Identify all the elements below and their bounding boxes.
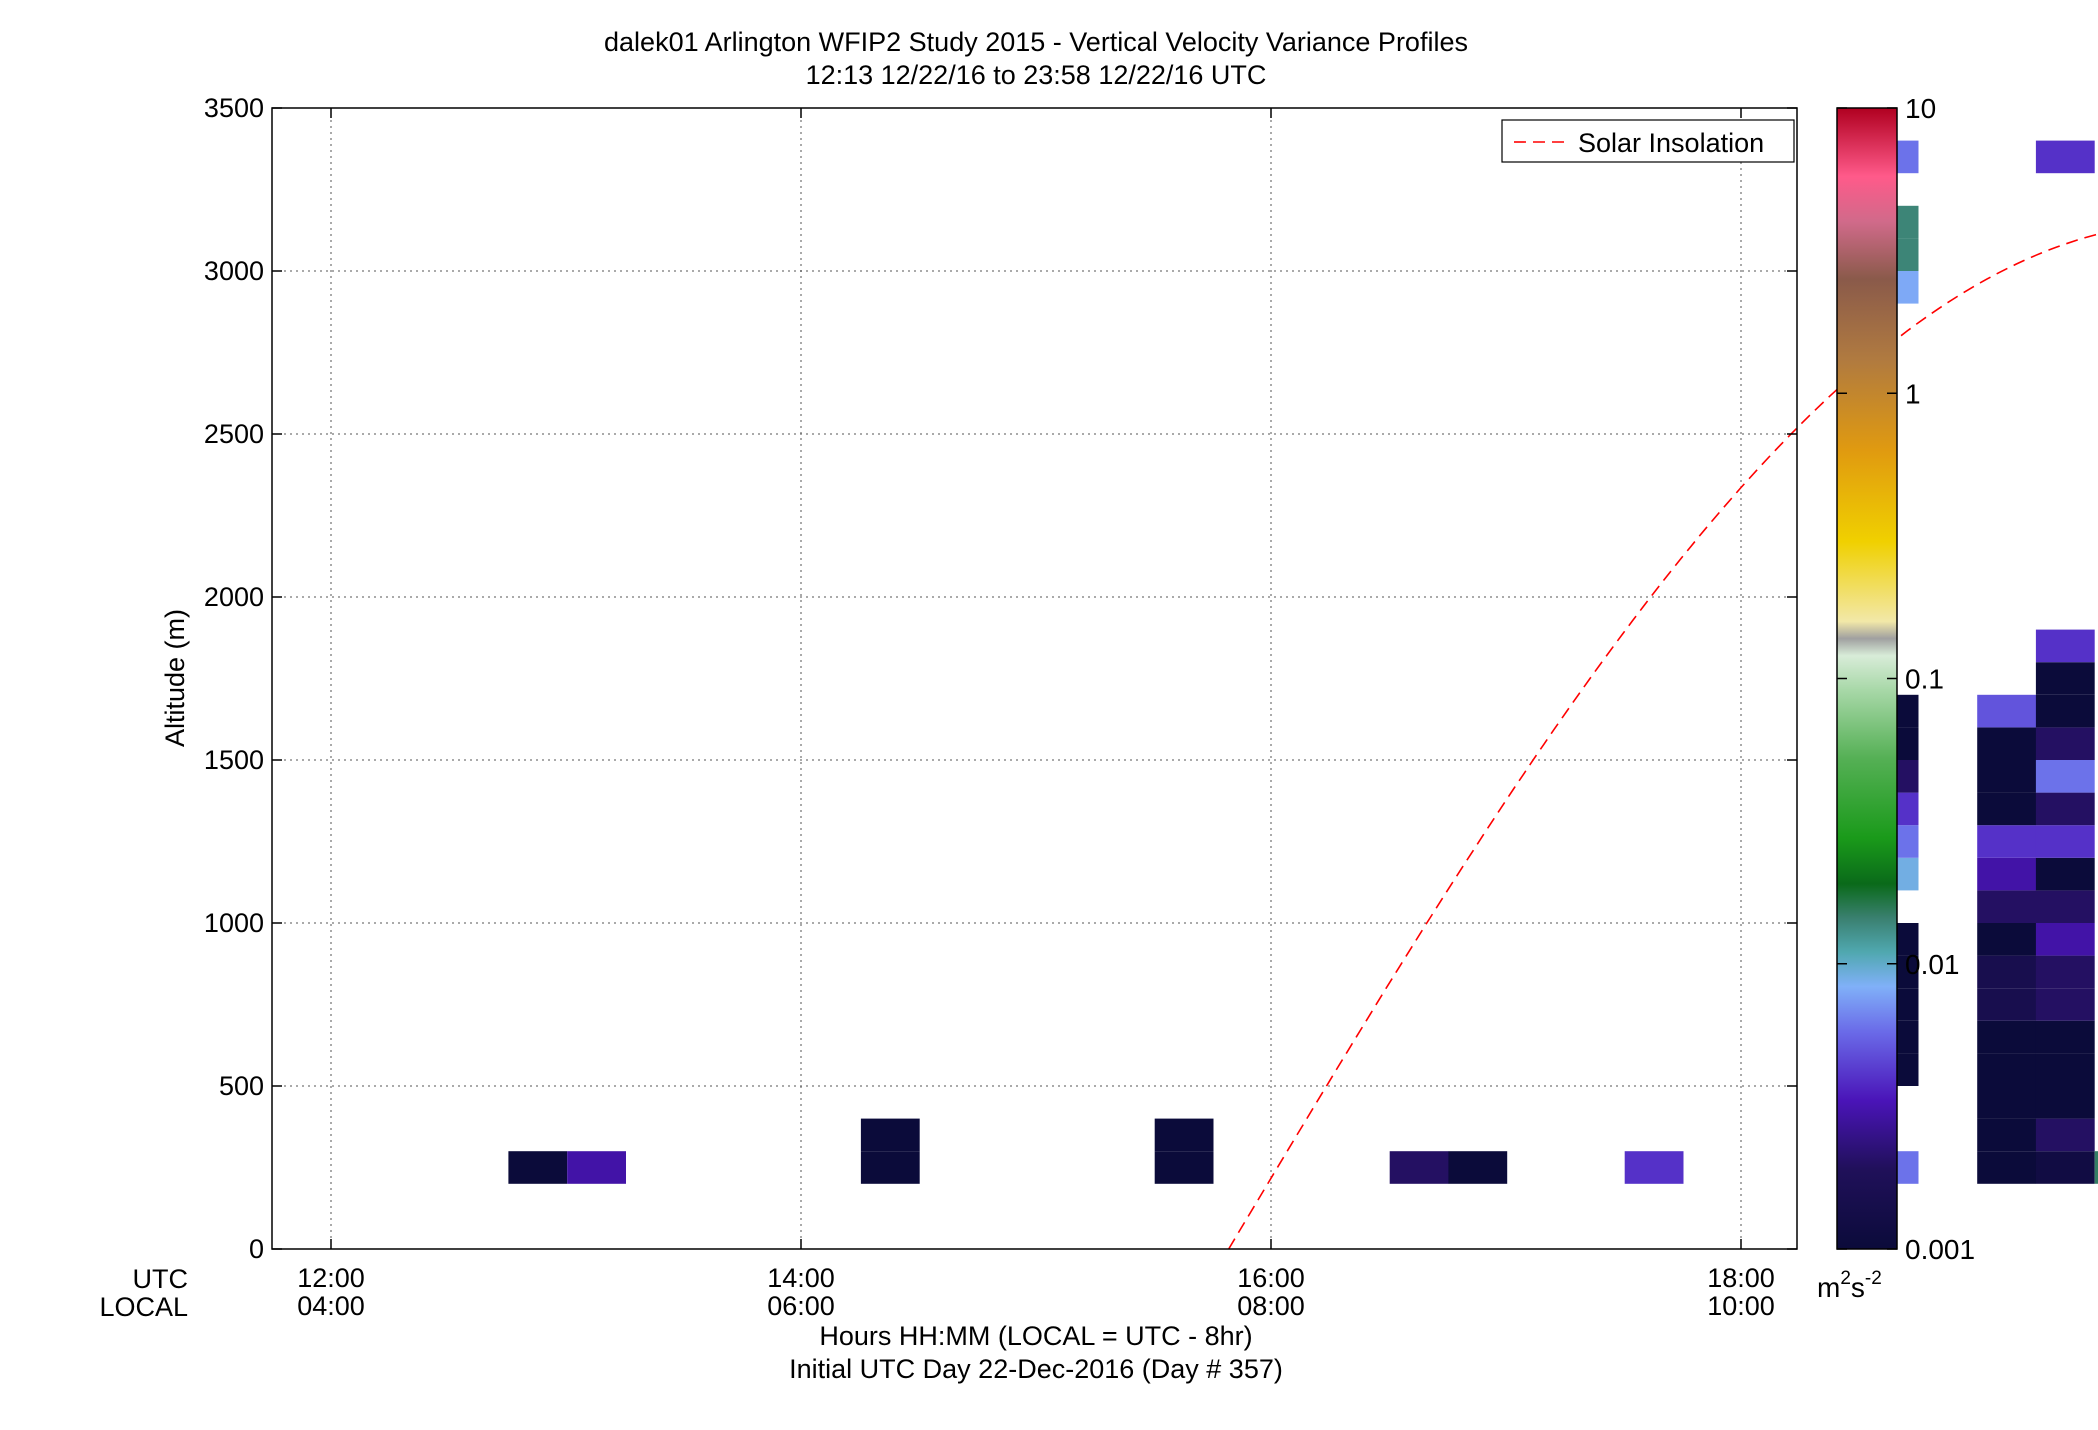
x-tick-label-local: 06:00	[767, 1291, 835, 1321]
heatmap-cell	[1977, 760, 2036, 793]
x-row-label-local: LOCAL	[99, 1292, 188, 1322]
y-tick-label: 3000	[204, 256, 264, 286]
colorbar-tick-label: 0.1	[1905, 664, 1944, 695]
chart-subtitle: 12:13 12/22/16 to 23:58 12/22/16 UTC	[806, 60, 1267, 90]
heatmap-cell	[1977, 792, 2036, 826]
heatmap-cell	[2035, 1053, 2095, 1086]
heatmap-cell	[1977, 857, 2036, 891]
heatmap-cell	[2035, 955, 2095, 989]
solar-insolation-line	[1228, 233, 2098, 1250]
heatmap-cell	[1977, 923, 2036, 956]
heatmap-cell	[860, 1118, 920, 1152]
colorbar-tick-label: 10	[1905, 93, 1936, 124]
colorbar: 0.001 0.01 0.1 1 10 m2s-2	[1817, 93, 1975, 1303]
y-tick-label: 0	[249, 1234, 264, 1264]
heatmap-cell	[508, 1151, 568, 1184]
x-tick-label-utc: 16:00	[1237, 1263, 1305, 1293]
heatmap-cell	[2035, 662, 2095, 695]
colorbar-unit-exp1: 2	[1840, 1268, 1851, 1289]
heatmap-cell	[2035, 792, 2095, 826]
colorbar-tick-label: 0.01	[1905, 949, 1960, 980]
heatmap-cell	[1154, 1151, 1214, 1184]
heatmap-cell	[1977, 890, 2036, 923]
heatmap-cell	[1977, 1020, 2036, 1054]
heatmap-cell	[1448, 1151, 1508, 1184]
x-tick-label-utc: 12:00	[297, 1263, 365, 1293]
heatmap-cell	[2035, 1151, 2095, 1184]
legend-box: Solar Insolation	[1501, 119, 1795, 163]
heatmap-cell	[2035, 760, 2095, 793]
colorbar-unit-s: s	[1851, 1272, 1865, 1303]
heatmap-cell	[1977, 825, 2036, 858]
heatmap-cell	[1977, 1151, 2036, 1184]
y-tick-label: 2500	[204, 419, 264, 449]
heatmap-cell	[860, 1151, 920, 1184]
heatmap-cell	[1154, 1118, 1214, 1152]
heatmap-cell	[1977, 1086, 2036, 1119]
x-tick-label-local: 04:00	[297, 1291, 365, 1321]
heatmap-cell	[2035, 694, 2095, 728]
heatmap-cell	[1977, 727, 2036, 760]
x-axis-sublabel: Initial UTC Day 22-Dec-2016 (Day # 357)	[789, 1354, 1283, 1384]
heatmap-cell	[2035, 890, 2095, 923]
colorbar-ticks: 0.001 0.01 0.1 1 10	[1837, 93, 1975, 1265]
x-tick-label-utc: 14:00	[767, 1263, 835, 1293]
heatmap-cell	[1389, 1151, 1449, 1184]
x-row-label-utc: UTC	[133, 1264, 189, 1294]
y-axis-label: Altitude (m)	[160, 609, 190, 747]
heatmap-cell	[2035, 857, 2095, 891]
heatmap-cell	[1977, 1053, 2036, 1086]
y-tick-label: 1500	[204, 745, 264, 775]
legend-frame	[1501, 119, 1795, 163]
heatmap-cell	[1977, 694, 2036, 728]
x-tick-label-local: 10:00	[1707, 1291, 1775, 1321]
heatmap-cell	[2094, 1151, 2098, 1184]
x-axis-label: Hours HH:MM (LOCAL = UTC - 8hr)	[819, 1321, 1252, 1351]
y-tick-label: 500	[219, 1071, 264, 1101]
x-tick-label-utc: 18:00	[1707, 1263, 1775, 1293]
y-axis-ticks: 0 500 1000 1500 2000 2500 3000 3500	[204, 93, 1797, 1264]
heatmap-cell	[2035, 1086, 2095, 1119]
heatmap-cell	[567, 1151, 626, 1184]
heatmap-cell	[2035, 923, 2095, 956]
plot-area	[272, 108, 1797, 1249]
heatmap-cell	[2035, 988, 2095, 1021]
heatmap-cell	[1977, 1118, 2036, 1152]
legend-label: Solar Insolation	[1578, 128, 1764, 158]
heatmap-cell	[2035, 727, 2095, 760]
colorbar-unit-label: m2s-2	[1817, 1268, 1882, 1303]
x-tick-label-local: 08:00	[1237, 1291, 1305, 1321]
y-tick-label: 3500	[204, 93, 264, 123]
heatmap-cell	[1977, 955, 2036, 989]
heatmap-cell	[2035, 629, 2095, 663]
heatmap-cell	[2035, 140, 2095, 174]
heatmap-cell	[2035, 825, 2095, 858]
solar-insolation-curve	[1228, 233, 2098, 1250]
colorbar-tick-label: 1	[1905, 378, 1921, 409]
heatmap-cell	[2035, 1118, 2095, 1152]
heatmap-cell	[1977, 988, 2036, 1021]
y-tick-label: 2000	[204, 582, 264, 612]
chart-title: dalek01 Arlington WFIP2 Study 2015 - Ver…	[604, 27, 1468, 57]
y-tick-label: 1000	[204, 908, 264, 938]
colorbar-unit-exp2: -2	[1865, 1268, 1882, 1289]
colorbar-unit-m: m	[1817, 1272, 1840, 1303]
heatmap-cell	[2035, 1020, 2095, 1054]
heatmap-cell	[1624, 1151, 1684, 1184]
plot-frame	[271, 107, 1798, 1250]
colorbar-tick-label: 0.001	[1905, 1234, 1975, 1265]
